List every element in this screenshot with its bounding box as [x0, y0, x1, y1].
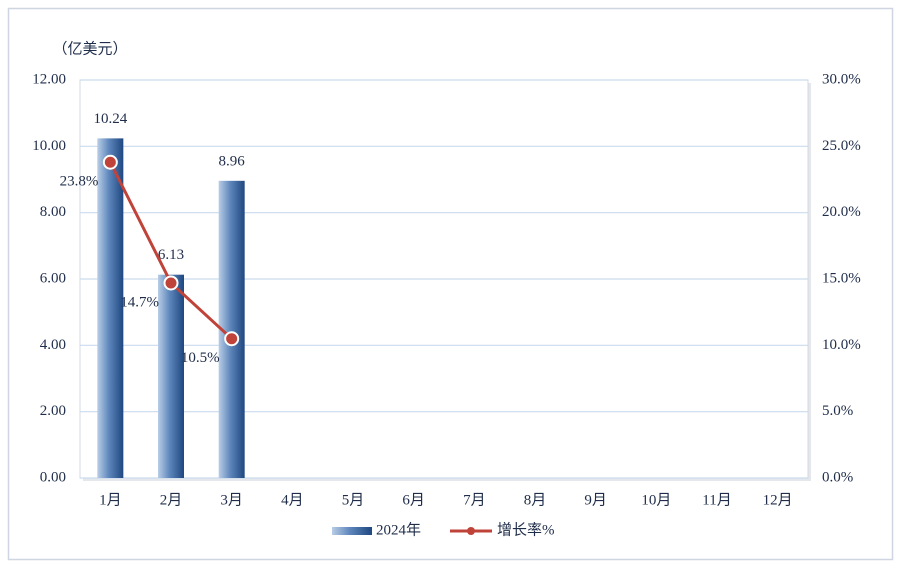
unit-label: （亿美元） [52, 40, 127, 57]
x-tick-label: 3月 [220, 492, 243, 508]
y2-tick-label: 30.0% [822, 71, 861, 87]
data-label: 23.8% [60, 174, 99, 190]
line-point [102, 154, 118, 170]
y-tick-label: 12.00 [32, 71, 66, 87]
y-tick-label: 10.00 [32, 138, 66, 154]
x-tick-label: 12月 [763, 492, 793, 508]
x-tick-label: 11月 [702, 492, 731, 508]
y2-tick-label: 5.0% [822, 403, 853, 419]
x-tick-label: 9月 [584, 492, 607, 508]
legend: 2024年 增长率% [332, 521, 555, 538]
bar [97, 138, 124, 478]
x-tick-label: 6月 [402, 492, 425, 508]
x-tick-label: 7月 [463, 492, 486, 508]
x-tick-label: 8月 [524, 492, 547, 508]
y-tick-label: 4.00 [40, 337, 66, 353]
y2-tick-label: 10.0% [822, 337, 861, 353]
y-tick-label: 0.00 [40, 469, 66, 485]
x-tick-label: 4月 [281, 492, 304, 508]
x-tick-label: 5月 [342, 492, 365, 508]
y2-tick-label: 0.0% [822, 469, 853, 485]
y2-tick-label: 20.0% [822, 204, 861, 220]
x-tick-label: 2月 [160, 492, 183, 508]
legend-swatch [467, 527, 475, 535]
data-label: 8.96 [219, 153, 246, 169]
bar [158, 274, 184, 478]
line-point [163, 275, 179, 291]
data-label: 10.5% [181, 350, 220, 366]
legend-label: 增长率% [497, 521, 555, 538]
legend-label: 2024年 [376, 521, 421, 538]
x-tick-label: 1月 [99, 492, 122, 508]
data-label: 10.24 [93, 111, 127, 127]
legend-swatch [332, 527, 372, 535]
line-point [224, 331, 240, 347]
x-tick-label: 10月 [641, 492, 671, 508]
y2-tick-label: 15.0% [822, 270, 861, 286]
data-label: 6.13 [158, 247, 184, 263]
y-tick-label: 6.00 [40, 270, 66, 286]
y-tick-label: 2.00 [40, 403, 66, 419]
y2-tick-label: 25.0% [822, 138, 861, 154]
data-label: 14.7% [120, 294, 159, 310]
y-tick-label: 8.00 [40, 204, 66, 220]
